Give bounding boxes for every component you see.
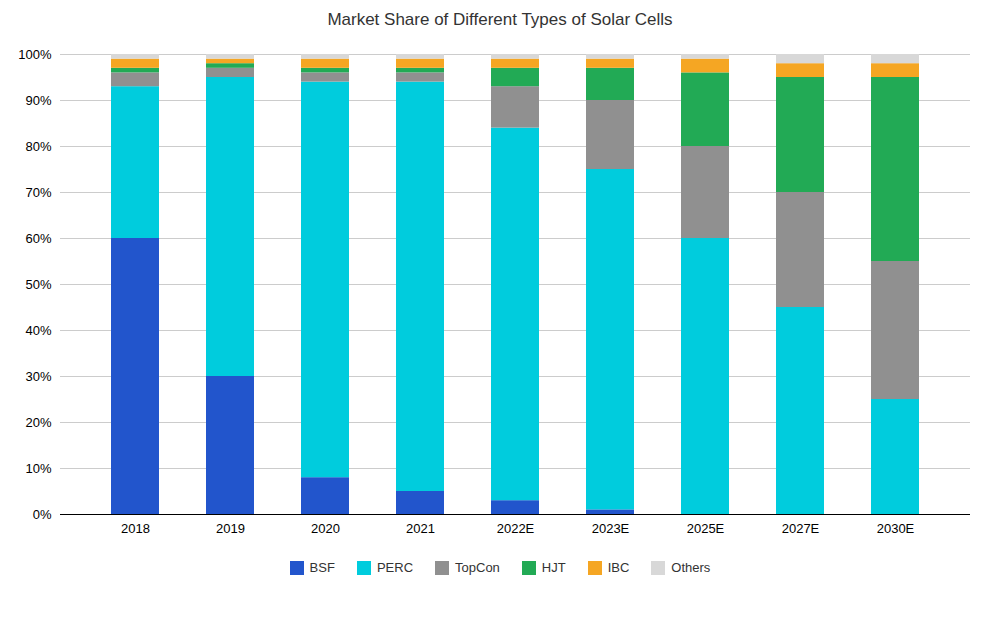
svg-text:2025E: 2025E	[687, 521, 725, 536]
svg-text:2019: 2019	[216, 521, 245, 536]
svg-text:80%: 80%	[25, 139, 51, 154]
html-text:Others: Others	[671, 560, 711, 575]
svg-text:2030E: 2030E	[877, 521, 915, 536]
svg-text:90%: 90%	[25, 93, 51, 108]
svg-text:2022E: 2022E	[497, 521, 535, 536]
svg-text:10%: 10%	[25, 461, 51, 476]
svg-text:2021: 2021	[406, 521, 435, 536]
html-text:HJT: HJT	[541, 560, 566, 575]
svg-text:60%: 60%	[25, 231, 51, 246]
svg-text:2018: 2018	[121, 521, 150, 536]
svg-text:20%: 20%	[25, 415, 51, 430]
svg-text:2023E: 2023E	[592, 521, 630, 536]
html-text:TopCon: TopCon	[455, 560, 500, 575]
svg-text:40%: 40%	[25, 323, 51, 338]
svg-text:0%: 0%	[33, 507, 52, 522]
html-text:PERC: PERC	[376, 560, 413, 575]
svg-text:2027E: 2027E	[782, 521, 820, 536]
svg-text:100%: 100%	[18, 47, 52, 62]
svg-text:50%: 50%	[25, 277, 51, 292]
html-text:BSF: BSF	[309, 560, 335, 575]
html-text:IBC: IBC	[607, 560, 630, 575]
svg-text:30%: 30%	[25, 369, 51, 384]
html-text:Market Share of Different Type: Market Share of Different Types of Solar…	[327, 10, 673, 29]
svg-text:2020: 2020	[311, 521, 340, 536]
svg-text:70%: 70%	[25, 185, 51, 200]
